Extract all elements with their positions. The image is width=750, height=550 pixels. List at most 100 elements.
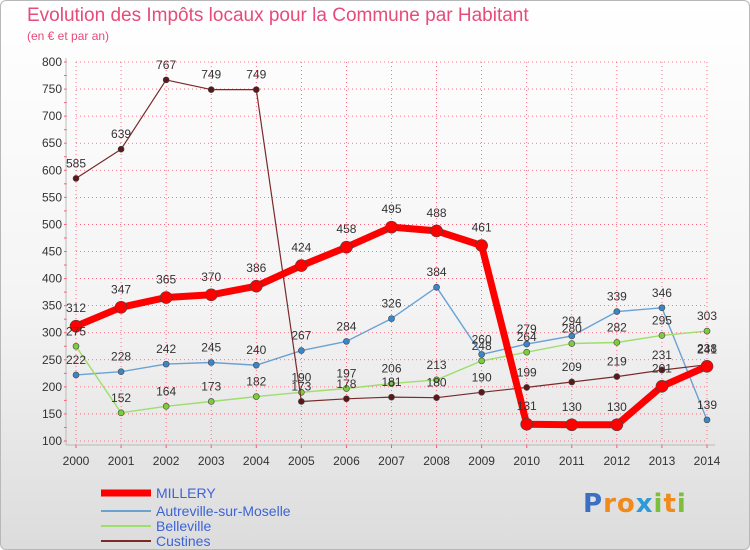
- data-label-custines: 199: [517, 365, 537, 379]
- data-label-millery: 238: [697, 341, 717, 355]
- y-tick-650: 650: [42, 136, 62, 150]
- data-label-autreville-sur-moselle: 139: [697, 398, 717, 412]
- data-point-autreville-sur-moselle: [207, 359, 215, 366]
- data-point-belleville: [207, 398, 215, 405]
- data-point-millery: [475, 239, 488, 252]
- data-label-belleville: 206: [381, 362, 401, 376]
- data-label-autreville-sur-moselle: 260: [472, 332, 492, 346]
- data-label-autreville-sur-moselle: 240: [246, 343, 266, 357]
- data-point-millery: [385, 220, 398, 234]
- data-label-belleville: 280: [562, 322, 582, 336]
- y-tick-300: 300: [42, 326, 62, 340]
- data-label-millery: 130: [562, 400, 582, 414]
- y-tick-750: 750: [42, 82, 62, 96]
- data-label-custines: 181: [381, 375, 401, 389]
- data-label-millery: 386: [246, 261, 266, 275]
- data-point-autreville-sur-moselle: [433, 283, 440, 291]
- data-label-belleville: 173: [201, 379, 221, 393]
- series-lines: [69, 76, 714, 432]
- data-label-custines: 209: [562, 360, 582, 374]
- data-point-belleville: [703, 327, 711, 335]
- data-point-autreville-sur-moselle: [343, 338, 350, 345]
- data-label-belleville: 182: [246, 375, 266, 389]
- data-point-millery: [69, 319, 83, 333]
- legend: MILLERY Autreville-sur-MoselleBellevilleC…: [101, 485, 291, 549]
- data-point-belleville: [433, 376, 440, 384]
- data-point-autreville-sur-moselle: [658, 304, 666, 312]
- data-point-custines: [343, 395, 350, 403]
- data-label-millery: 461: [472, 221, 492, 235]
- data-label-millery: 370: [201, 270, 221, 284]
- data-label-belleville: 213: [427, 358, 447, 372]
- legend-label-millery: MILLERY: [156, 485, 216, 501]
- data-point-autreville-sur-moselle: [388, 315, 395, 322]
- x-tick-2003: 2003: [198, 454, 225, 468]
- data-point-millery: [610, 418, 624, 432]
- y-tick-400: 400: [42, 272, 62, 286]
- data-label-millery: 312: [66, 301, 86, 315]
- data-label-belleville: 248: [472, 339, 492, 353]
- data-point-autreville-sur-moselle: [613, 308, 621, 315]
- data-label-custines: 639: [111, 127, 131, 141]
- y-tick-200: 200: [42, 380, 62, 394]
- logo-letter: x: [635, 489, 654, 519]
- data-point-belleville: [568, 340, 576, 347]
- data-label-custines: 749: [246, 68, 266, 82]
- data-labels: 312 347 365 370 386 424 458 495 488 461 131 130 130 2…: [66, 58, 717, 414]
- logo-letter: o: [616, 489, 636, 519]
- data-label-autreville-sur-moselle: 242: [156, 342, 176, 356]
- legend-label-belleville: Belleville: [156, 518, 211, 534]
- data-point-belleville: [613, 339, 621, 346]
- data-label-millery: 458: [336, 222, 356, 236]
- data-point-belleville: [72, 342, 80, 350]
- data-point-belleville: [162, 403, 170, 410]
- data-point-autreville-sur-moselle: [252, 361, 260, 369]
- data-point-millery: [204, 288, 218, 302]
- data-label-belleville: 197: [336, 366, 356, 380]
- data-point-millery: [159, 291, 173, 304]
- data-label-autreville-sur-moselle: 228: [111, 350, 131, 364]
- data-point-custines: [117, 145, 125, 153]
- data-point-belleville: [388, 380, 395, 387]
- y-tick-350: 350: [42, 299, 62, 313]
- x-tick-2001: 2001: [108, 454, 135, 468]
- y-tick-500: 500: [42, 217, 62, 231]
- axes: 100 150 200 250 300 350 400 450 500 550 600 650 700 7…: [42, 55, 721, 468]
- data-point-belleville: [523, 348, 531, 356]
- data-point-millery: [700, 359, 714, 373]
- data-point-autreville-sur-moselle: [703, 416, 711, 424]
- data-point-millery: [520, 417, 534, 431]
- data-label-autreville-sur-moselle: 222: [66, 353, 86, 367]
- data-label-millery: 424: [291, 241, 311, 255]
- data-label-millery: 365: [156, 273, 176, 287]
- x-tick-2009: 2009: [468, 454, 495, 468]
- data-label-belleville: 264: [517, 330, 537, 344]
- data-point-millery: [565, 418, 579, 432]
- data-label-belleville: 152: [111, 391, 131, 405]
- x-tick-2007: 2007: [378, 454, 405, 468]
- y-tick-600: 600: [42, 163, 62, 177]
- data-label-millery: 201: [652, 361, 672, 375]
- data-label-autreville-sur-moselle: 267: [291, 329, 311, 343]
- data-point-custines: [72, 175, 80, 182]
- data-label-autreville-sur-moselle: 245: [201, 340, 221, 354]
- data-point-belleville: [343, 385, 350, 392]
- data-label-custines: 241: [697, 343, 717, 357]
- data-label-custines: 585: [66, 156, 86, 170]
- x-tick-2008: 2008: [423, 454, 450, 468]
- data-label-autreville-sur-moselle: 326: [381, 297, 401, 311]
- x-tick-2004: 2004: [243, 454, 270, 468]
- data-point-custines: [433, 394, 440, 401]
- data-point-autreville-sur-moselle: [298, 347, 305, 354]
- proxiti-logo: Proxiti: [583, 489, 687, 519]
- data-point-custines: [613, 373, 621, 380]
- x-tick-2006: 2006: [333, 454, 360, 468]
- data-label-millery: 131: [517, 399, 537, 413]
- data-point-millery: [655, 380, 669, 393]
- chart-subtitle: (en € et par an): [27, 29, 110, 43]
- data-label-custines: 190: [472, 370, 492, 384]
- data-label-millery: 488: [427, 206, 447, 220]
- x-tick-2013: 2013: [649, 454, 676, 468]
- data-label-autreville-sur-moselle: 384: [427, 265, 447, 279]
